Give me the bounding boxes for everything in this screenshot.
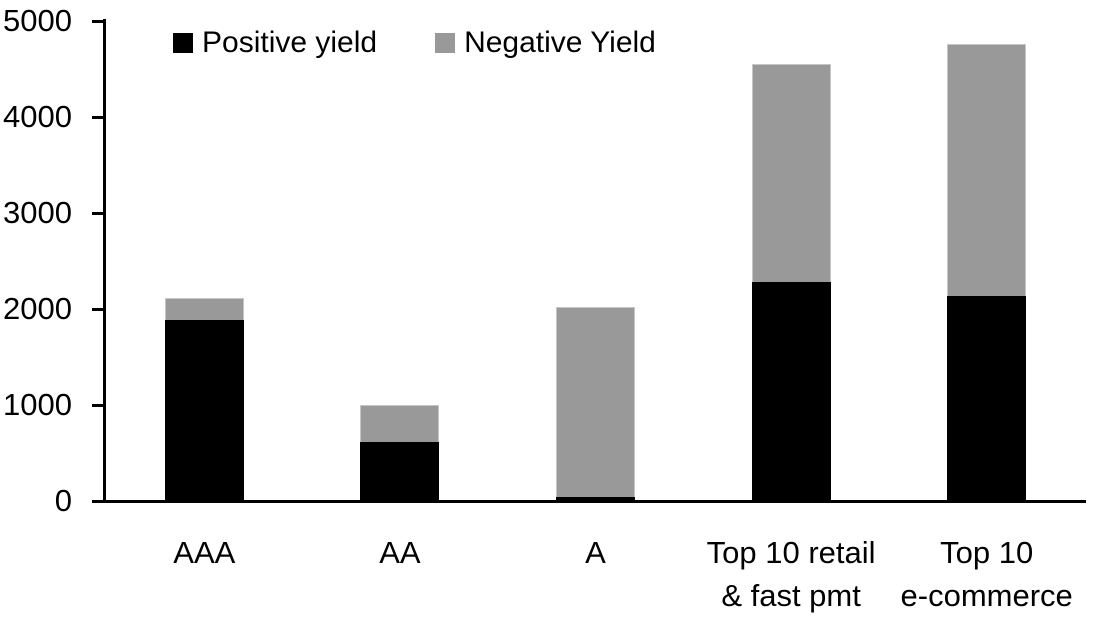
y-tick-label: 5000 — [3, 3, 72, 38]
y-tick-label: 3000 — [3, 195, 72, 230]
y-tick — [92, 19, 103, 23]
bar-segment-negative-yield — [947, 44, 1027, 296]
bar-segment-positive-yield — [360, 442, 440, 501]
y-tick — [92, 499, 103, 503]
x-category-label: Top 10 retail & fast pmt — [706, 535, 876, 613]
y-tick-label: 1000 — [3, 387, 72, 422]
bar-segment-positive-yield — [556, 497, 635, 501]
bar-segment-positive-yield — [947, 295, 1027, 501]
bar-segment-negative-yield — [164, 298, 244, 320]
legend-item-negative-yield: Negative Yield — [435, 26, 656, 60]
chart-legend: Positive yield Negative Yield — [173, 26, 656, 60]
bar-segment-positive-yield — [751, 282, 831, 501]
bar-segment-negative-yield — [751, 64, 831, 283]
legend-item-positive-yield: Positive yield — [173, 26, 377, 60]
x-category-label: AAA — [173, 535, 236, 570]
x-category-label: Top 10 e-commerce — [900, 535, 1073, 613]
y-tick-label: 0 — [54, 483, 72, 518]
legend-swatch-negative-yield-icon — [435, 33, 456, 53]
y-tick — [92, 211, 103, 215]
y-tick-label: 2000 — [3, 291, 72, 326]
y-axis-line — [103, 19, 106, 503]
x-axis-line — [103, 500, 1086, 503]
legend-swatch-positive-yield-icon — [173, 33, 193, 53]
x-category-label: AA — [379, 535, 421, 570]
y-tick-label: 4000 — [3, 99, 72, 134]
bar-segment-negative-yield — [360, 405, 440, 443]
legend-label-negative-yield: Negative Yield — [464, 26, 656, 59]
y-tick — [92, 115, 103, 119]
bar-segment-negative-yield — [556, 307, 635, 498]
y-tick — [92, 403, 103, 407]
legend-label-positive-yield: Positive yield — [202, 26, 378, 59]
x-category-label: A — [585, 535, 606, 570]
y-tick — [92, 307, 103, 311]
bar-segment-positive-yield — [164, 319, 244, 501]
